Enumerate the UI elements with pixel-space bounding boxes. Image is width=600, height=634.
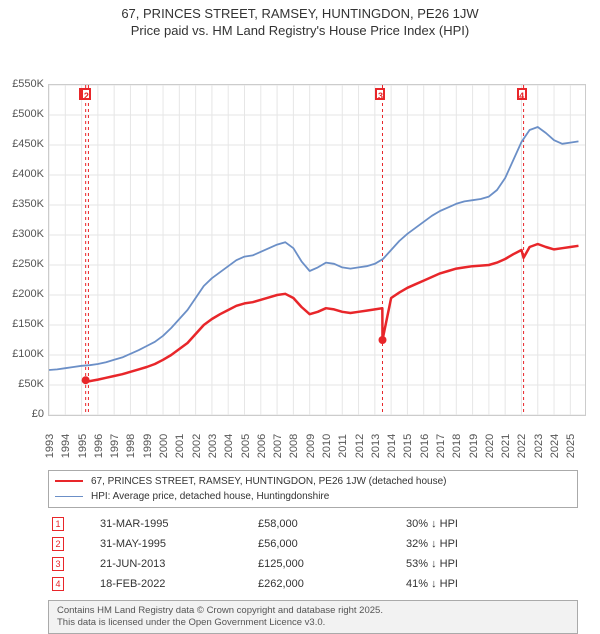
event-delta: 53% ↓ HPI [402,554,578,574]
event-marker-box: 2 [81,88,91,100]
event-price: £56,000 [254,534,402,554]
legend-item: 67, PRINCES STREET, RAMSEY, HUNTINGDON, … [55,474,571,489]
event-marker-cell: 2 [52,537,64,551]
event-row: 4 18-FEB-2022£262,00041% ↓ HPI [48,574,578,594]
x-tick-label: 1996 [93,434,105,458]
event-delta: 41% ↓ HPI [402,574,578,594]
x-tick-label: 2004 [223,434,235,458]
event-row: 3 21-JUN-2013£125,00053% ↓ HPI [48,554,578,574]
x-tick-label: 2021 [500,434,512,458]
x-tick-label: 1997 [109,434,121,458]
event-marker-cell: 3 [52,557,64,571]
x-tick-label: 2023 [533,434,545,458]
x-tick-label: 2012 [354,434,366,458]
plot-svg [48,84,586,416]
event-marker-cell: 1 [52,517,64,531]
y-tick-label: £450K [12,138,44,150]
y-tick-label: £500K [12,108,44,120]
x-tick-label: 2020 [484,434,496,458]
event-date: 21-JUN-2013 [96,554,254,574]
x-tick-label: 2017 [435,434,447,458]
x-tick-label: 2019 [468,434,480,458]
x-tick-label: 2010 [321,434,333,458]
y-tick-label: £300K [12,228,44,240]
event-marker-box: 4 [517,88,527,100]
y-tick-label: £150K [12,318,44,330]
x-tick-label: 2015 [402,434,414,458]
x-tick-label: 1999 [142,434,154,458]
event-date: 31-MAR-1995 [96,514,254,534]
y-tick-label: £350K [12,198,44,210]
event-row: 2 31-MAY-1995£56,00032% ↓ HPI [48,534,578,554]
x-tick-label: 2022 [516,434,528,458]
x-tick-label: 2002 [191,434,203,458]
event-marker-cell: 4 [52,577,64,591]
x-tick-label: 1994 [60,434,72,458]
title-line1: 67, PRINCES STREET, RAMSEY, HUNTINGDON, … [121,6,478,21]
x-tick-label: 2003 [207,434,219,458]
y-tick-label: £250K [12,258,44,270]
chart-title: 67, PRINCES STREET, RAMSEY, HUNTINGDON, … [0,0,600,40]
y-tick-label: £550K [12,78,44,90]
x-tick-label: 2018 [451,434,463,458]
event-delta: 30% ↓ HPI [402,514,578,534]
legend-label: HPI: Average price, detached house, Hunt… [91,489,329,504]
x-tick-label: 2001 [174,434,186,458]
x-tick-label: 1998 [125,434,137,458]
title-line2: Price paid vs. HM Land Registry's House … [131,23,469,38]
legend-swatch [55,496,83,497]
legend: 67, PRINCES STREET, RAMSEY, HUNTINGDON, … [48,470,578,508]
events-table: 1 31-MAR-1995£58,00030% ↓ HPI 2 31-MAY-1995… [48,514,578,594]
x-tick-label: 2009 [305,434,317,458]
event-price: £58,000 [254,514,402,534]
y-tick-label: £200K [12,288,44,300]
event-marker-box: 3 [375,88,385,100]
event-row: 1 31-MAR-1995£58,00030% ↓ HPI [48,514,578,534]
event-price: £125,000 [254,554,402,574]
x-tick-label: 2024 [549,434,561,458]
footer-line2: This data is licensed under the Open Gov… [57,617,325,628]
chart-area: £0 £50K £100K £150K £200K £250K £300K £350K £400… [0,40,600,428]
x-tick-label: 2008 [288,434,300,458]
y-tick-label: £0 [32,408,44,420]
x-tick-label: 2005 [240,434,252,458]
x-tick-label: 2025 [565,434,577,458]
legend-swatch [55,480,83,482]
legend-label: 67, PRINCES STREET, RAMSEY, HUNTINGDON, … [91,474,447,489]
event-price: £262,000 [254,574,402,594]
footer-attribution: Contains HM Land Registry data © Crown c… [48,600,578,634]
x-tick-label: 2000 [158,434,170,458]
event-delta: 32% ↓ HPI [402,534,578,554]
y-tick-label: £400K [12,168,44,180]
x-tick-label: 2016 [419,434,431,458]
footer-line1: Contains HM Land Registry data © Crown c… [57,605,383,616]
legend-item: HPI: Average price, detached house, Hunt… [55,489,571,504]
event-date: 18-FEB-2022 [96,574,254,594]
x-tick-label: 1995 [77,434,89,458]
x-tick-label: 2013 [370,434,382,458]
x-tick-label: 1993 [44,434,56,458]
x-tick-label: 2014 [386,434,398,458]
x-tick-label: 2007 [272,434,284,458]
chart-container: 67, PRINCES STREET, RAMSEY, HUNTINGDON, … [0,0,600,620]
event-date: 31-MAY-1995 [96,534,254,554]
x-tick-label: 2011 [337,434,349,458]
y-tick-label: £100K [12,348,44,360]
y-tick-label: £50K [18,378,44,390]
x-tick-label: 2006 [256,434,268,458]
